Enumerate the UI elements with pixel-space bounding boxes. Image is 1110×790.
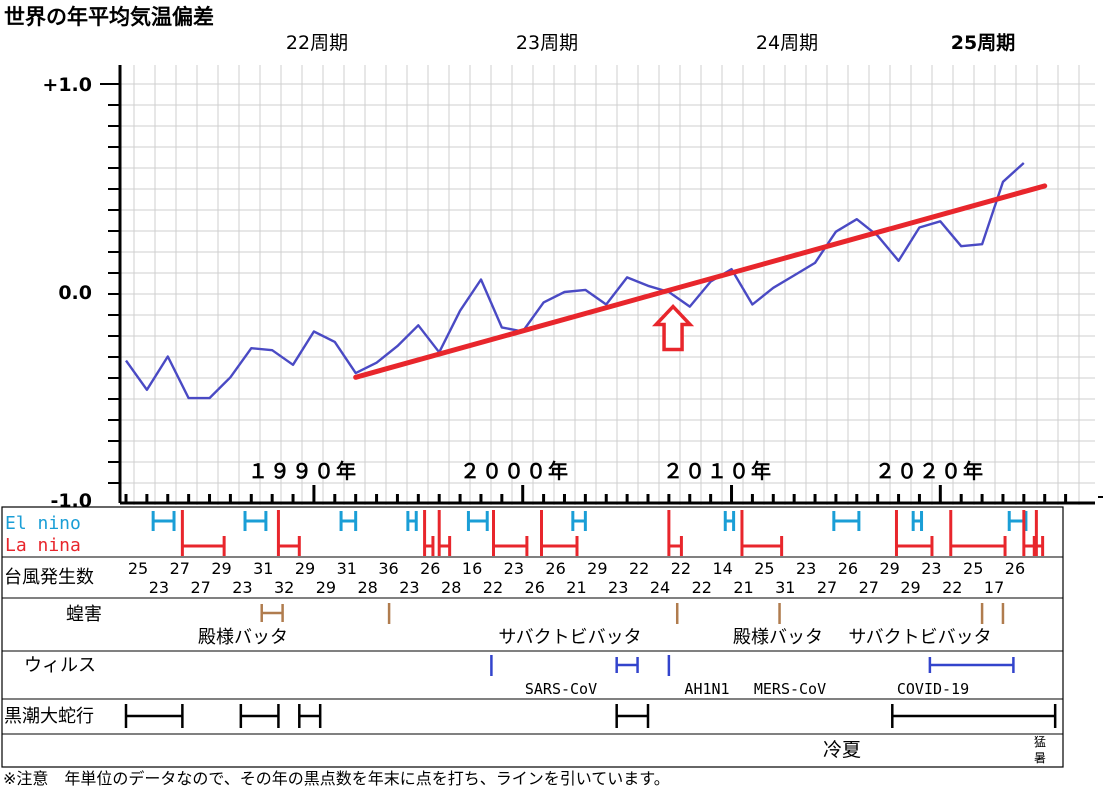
typhoon-count: 36	[378, 559, 398, 578]
typhoon-count: 23	[399, 578, 419, 597]
typhoon-count: 22	[483, 578, 503, 597]
arrow-up-icon	[651, 304, 695, 352]
locust-name: 殿様バッタ	[198, 627, 288, 648]
virus-name: COVID-19	[897, 680, 969, 698]
typhoon-count: 21	[566, 578, 586, 597]
typhoon-count: 14	[712, 559, 732, 578]
typhoon-count: 22	[629, 559, 649, 578]
table-frame	[1, 506, 1064, 768]
cool-summer-label: 冷夏	[823, 739, 861, 761]
grid	[120, 65, 1095, 505]
typhoon-count: 25	[128, 559, 148, 578]
decade-label: ２０１０年	[663, 459, 773, 483]
typhoon-count: 26	[1005, 559, 1025, 578]
y-tick-label: -1.0	[50, 490, 92, 512]
y-tick-label: +1.0	[42, 74, 92, 96]
typhoon-count: 22	[942, 578, 962, 597]
y-tick-label: 0.0	[58, 282, 92, 304]
typhoon-count: 29	[295, 559, 315, 578]
footnote: ※注意 年単位のデータなので、その年の黒点数を年末に点を打ち、ラインを引いていま…	[3, 769, 670, 788]
typhoon-count: 23	[608, 578, 628, 597]
typhoon-count: 23	[232, 578, 252, 597]
typhoon-count: 31	[253, 559, 273, 578]
typhoon-count: 29	[900, 578, 920, 597]
typhoon-count: 25	[754, 559, 774, 578]
cycle-label: 25周期	[951, 32, 1015, 54]
typhoon-count: 26	[838, 559, 858, 578]
typhoon-count: 24	[650, 578, 670, 597]
typhoon-count: 22	[692, 578, 712, 597]
typhoon-count: 31	[775, 578, 795, 597]
typhoon-count: 32	[274, 578, 294, 597]
trend-line	[353, 183, 1048, 380]
typhoon-count: 29	[211, 559, 231, 578]
locust-name: サバクトビバッタ	[498, 627, 641, 648]
virus-name: SARS-CoV	[525, 680, 597, 698]
locust-label: 蝗害	[66, 604, 102, 625]
typhoon-count: 26	[420, 559, 440, 578]
la-nina-label: La nina	[5, 535, 81, 556]
typhoon-count: 23	[149, 578, 169, 597]
decade-label: ２０００年	[460, 459, 570, 483]
virus-name: MERS-CoV	[754, 680, 826, 698]
cycle-label: 23周期	[516, 32, 578, 54]
decade-label: １９９０年	[248, 459, 358, 483]
typhoon-count: 23	[504, 559, 524, 578]
typhoon-count: 23	[921, 559, 941, 578]
typhoon-count: 23	[796, 559, 816, 578]
cycle-label: 22周期	[286, 32, 348, 54]
typhoon-count: 16	[462, 559, 482, 578]
chart-title: 世界の年平均気温偏差	[4, 5, 214, 29]
locust-name: 殿様バッタ	[733, 627, 823, 648]
typhoon-label: 台風発生数	[4, 567, 94, 588]
typhoon-count: 29	[880, 559, 900, 578]
locust-name: サバクトビバッタ	[848, 627, 991, 648]
typhoon-count: 31	[337, 559, 357, 578]
kuroshio-label: 黒潮大蛇行	[4, 706, 94, 727]
cycle-label: 24周期	[756, 32, 818, 54]
typhoon-count: 26	[525, 578, 545, 597]
typhoon-count: 17	[984, 578, 1004, 597]
typhoon-count: 27	[817, 578, 837, 597]
virus-name: AH1N1	[684, 680, 729, 698]
typhoon-count: 25	[963, 559, 983, 578]
typhoon-count: 28	[441, 578, 461, 597]
typhoon-count: 29	[316, 578, 336, 597]
typhoon-count: 22	[671, 559, 691, 578]
typhoon-count: 21	[733, 578, 753, 597]
heat-label: 猛	[1034, 735, 1046, 749]
heat-label-2: 暑	[1034, 751, 1046, 765]
decade-label: ２０２０年	[875, 459, 985, 483]
typhoon-count: 29	[587, 559, 607, 578]
typhoon-count: 27	[170, 559, 190, 578]
typhoon-count: 26	[545, 559, 565, 578]
el-nino-label: El nino	[5, 513, 81, 534]
typhoon-count: 28	[358, 578, 378, 597]
virus-label: ウィルス	[24, 655, 96, 676]
typhoon-count: 27	[190, 578, 210, 597]
typhoon-count: 27	[859, 578, 879, 597]
